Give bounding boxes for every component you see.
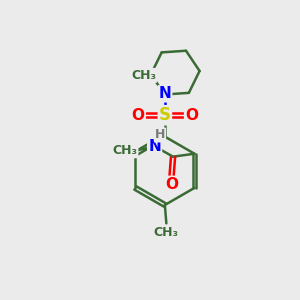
Text: CH₃: CH₃ [112, 144, 137, 157]
Text: N: N [158, 86, 171, 101]
Text: O: O [185, 108, 198, 123]
Text: N: N [148, 139, 161, 154]
Text: S: S [159, 106, 171, 124]
Text: O: O [165, 177, 178, 192]
Text: H: H [155, 128, 165, 142]
Text: O: O [132, 108, 145, 123]
Text: CH₃: CH₃ [154, 226, 179, 239]
Text: CH₃: CH₃ [131, 69, 156, 82]
